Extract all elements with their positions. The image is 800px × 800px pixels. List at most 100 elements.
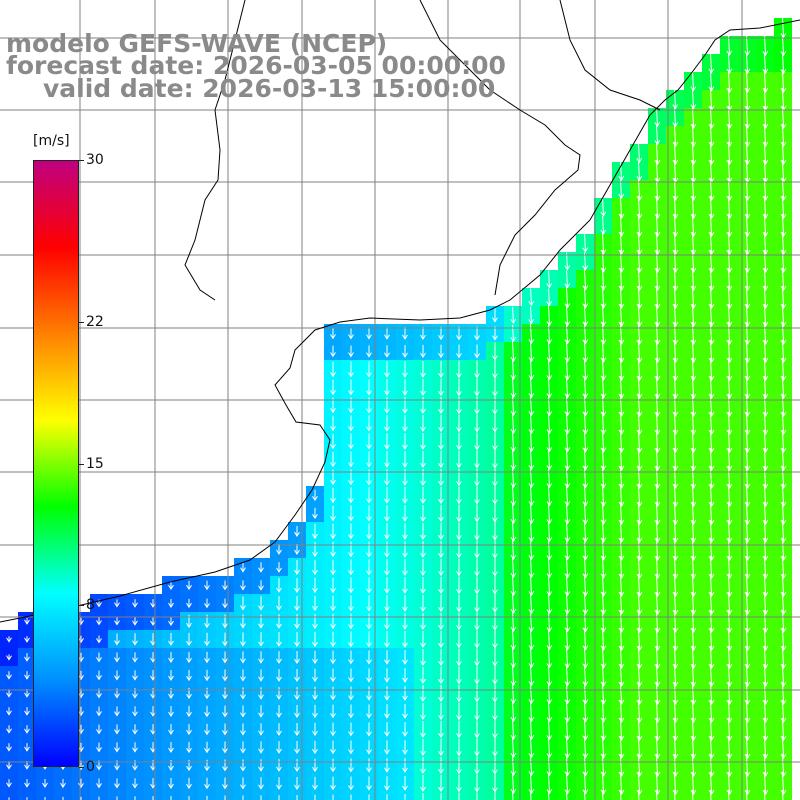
colorbar-tick-label: 30 <box>86 152 104 168</box>
wind-arrow <box>276 777 282 790</box>
wind-arrow <box>384 668 390 683</box>
wind-arrow <box>582 502 589 525</box>
wind-arrow <box>474 378 480 397</box>
wind-arrow <box>222 777 228 790</box>
wind-arrow <box>420 360 426 378</box>
wind-arrow <box>366 577 372 594</box>
wind-arrow <box>384 415 390 432</box>
wind-arrow <box>492 378 498 397</box>
wind-arrow <box>456 396 462 415</box>
wind-arrow <box>726 645 733 670</box>
wind-arrow <box>690 303 697 328</box>
wind-arrow <box>618 179 625 199</box>
wind-arrow <box>402 704 408 719</box>
wind-arrow <box>780 231 787 256</box>
wind-arrow <box>726 681 733 706</box>
wind-arrow <box>258 596 264 611</box>
wind-arrow <box>726 339 733 364</box>
wind-arrow <box>582 520 589 543</box>
wind-arrow <box>96 706 102 717</box>
wind-arrow <box>690 609 697 634</box>
wind-arrow <box>744 645 751 670</box>
wind-arrow <box>420 522 426 540</box>
wind-arrow <box>78 778 84 789</box>
wind-arrow <box>762 285 769 310</box>
wind-arrow <box>420 666 426 684</box>
wind-arrow <box>240 562 246 573</box>
wind-arrow <box>582 340 589 363</box>
wind-arrow <box>744 321 751 346</box>
wind-arrow <box>618 376 625 399</box>
colorbar-tick-mark <box>79 160 84 161</box>
colorbar-tick-label: 15 <box>86 455 104 472</box>
wind-arrow <box>258 687 264 700</box>
wind-arrow <box>726 393 733 418</box>
wind-arrow <box>744 375 751 400</box>
wind-arrow <box>510 592 517 615</box>
wind-arrow <box>654 267 661 292</box>
wind-arrow <box>672 357 679 382</box>
wind-arrow <box>330 415 336 432</box>
wind-arrow <box>24 743 30 752</box>
wind-arrow <box>438 558 444 577</box>
wind-arrow <box>726 303 733 328</box>
wind-arrow <box>330 577 336 594</box>
wind-arrow <box>690 231 697 256</box>
wind-arrow <box>708 771 715 796</box>
wind-arrow <box>654 249 661 274</box>
wind-arrow <box>528 340 535 363</box>
wind-arrow <box>348 595 354 612</box>
wind-arrow <box>672 735 679 760</box>
wind-arrow <box>240 759 246 772</box>
wind-arrow <box>636 771 643 796</box>
wind-arrow <box>492 468 498 487</box>
wind-arrow <box>492 630 498 649</box>
wind-arrow <box>637 789 640 800</box>
wind-arrow <box>744 573 751 598</box>
wind-arrow <box>528 700 535 723</box>
wind-arrow <box>6 636 12 643</box>
wind-arrow <box>618 250 625 273</box>
wind-arrow <box>636 519 643 544</box>
wind-arrow <box>654 141 661 166</box>
wind-arrow <box>780 249 787 274</box>
wind-arrow <box>726 195 733 220</box>
wind-arrow <box>636 321 643 346</box>
wind-arrow <box>708 519 715 544</box>
wind-arrow <box>726 213 733 238</box>
wind-arrow <box>528 502 535 525</box>
wind-arrow <box>708 465 715 490</box>
wind-arrow <box>456 558 462 577</box>
wind-arrow <box>384 758 390 773</box>
wind-arrow <box>618 448 625 471</box>
wind-arrow <box>672 519 679 544</box>
wind-arrow <box>636 681 643 706</box>
wind-arrow <box>348 631 354 648</box>
wind-arrow <box>690 393 697 418</box>
wind-arrow <box>564 700 571 723</box>
wind-arrow <box>780 753 787 778</box>
wind-arrow <box>672 555 679 580</box>
wind-arrow <box>332 794 334 800</box>
wind-arrow <box>384 704 390 719</box>
wind-arrow <box>42 779 48 788</box>
wind-arrow <box>240 651 246 664</box>
wind-arrow <box>492 612 498 631</box>
wind-arrow <box>224 795 226 800</box>
wind-arrow <box>708 735 715 760</box>
wind-arrow <box>780 321 787 346</box>
wind-arrow <box>258 580 264 591</box>
wind-arrow <box>780 717 787 742</box>
wind-arrow <box>618 736 625 759</box>
wind-arrow <box>96 778 102 789</box>
wind-arrow <box>510 664 517 687</box>
wind-arrow <box>492 702 498 721</box>
wind-arrow <box>456 486 462 505</box>
wind-arrow <box>708 537 715 562</box>
wind-arrow <box>348 433 354 450</box>
wind-arrow <box>330 613 336 630</box>
wind-arrow <box>708 753 715 778</box>
wind-arrow <box>672 753 679 778</box>
wind-arrow <box>618 772 625 795</box>
